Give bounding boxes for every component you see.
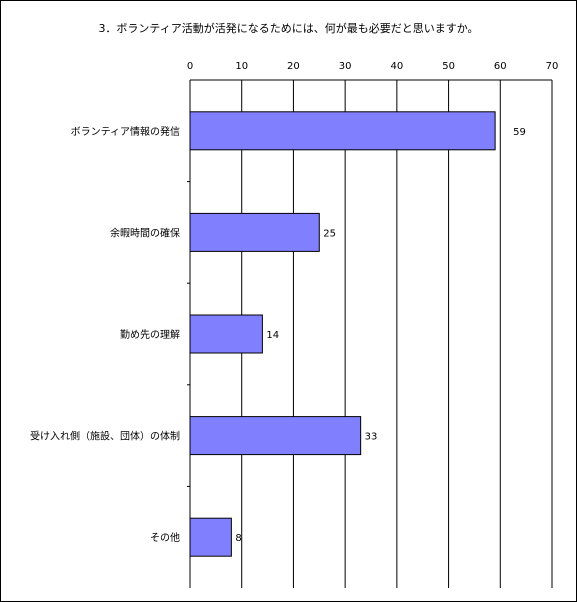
x-tick-label: 30 (339, 61, 352, 72)
chart-title: 3．ボランティア活動が活発になるためには、何が最も必要だと思いますか。 (98, 22, 479, 35)
value-label: 8 (235, 533, 241, 544)
bar (189, 212, 320, 252)
gridlines (187, 79, 553, 588)
x-tick-label: 10 (235, 61, 248, 72)
category-label: その他 (150, 531, 180, 544)
category-label: ボランティア情報の発信 (71, 125, 180, 138)
bars (189, 111, 496, 557)
category-labels: ボランティア情報の発信余暇時間の確保勤め先の理解受け入れ側（施設、団体）の体制そ… (30, 125, 180, 544)
x-tick-label: 70 (546, 61, 559, 72)
category-label: 受け入れ側（施設、団体）の体制 (30, 430, 180, 443)
bar (189, 111, 496, 151)
x-tick-label: 0 (187, 61, 193, 72)
bar (189, 314, 263, 354)
value-label: 25 (323, 228, 336, 239)
value-label: 14 (266, 330, 279, 341)
x-tick-label: 20 (287, 61, 300, 72)
value-label: 33 (365, 432, 378, 443)
bar (189, 416, 362, 456)
x-axis-ticks: 0 10 20 30 40 50 60 70 (187, 61, 559, 72)
value-labels: 59 25 14 33 8 (235, 127, 525, 544)
x-tick-label: 50 (442, 61, 455, 72)
x-tick-label: 60 (494, 61, 507, 72)
category-label: 勤め先の理解 (120, 328, 180, 341)
value-label: 59 (513, 127, 526, 138)
x-tick-label: 40 (390, 61, 403, 72)
bar (189, 517, 232, 557)
category-label: 余暇時間の確保 (110, 226, 180, 239)
